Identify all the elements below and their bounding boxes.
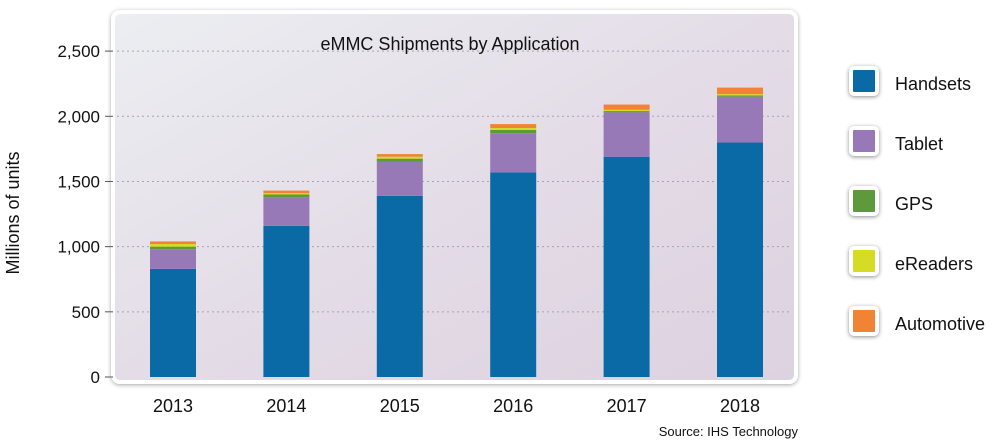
y-tick-label: 2,500 — [57, 42, 100, 61]
y-tick-label: 1,000 — [57, 238, 100, 257]
legend-swatch — [849, 306, 879, 336]
bar-ereaders-2014 — [263, 193, 310, 195]
legend-item-ereaders: eReaders — [845, 240, 1000, 300]
legend-swatch — [849, 126, 879, 156]
bar-handsets-2018 — [717, 142, 763, 377]
legend-swatch — [849, 246, 879, 276]
x-tick-label: 2013 — [153, 396, 193, 416]
x-tick-label: 2015 — [380, 396, 420, 416]
bar-tablet-2013 — [150, 249, 196, 269]
bar-gps-2016 — [490, 129, 537, 134]
bar-handsets-2014 — [263, 225, 310, 377]
bar-gps-2018 — [717, 95, 763, 97]
y-axis-title: Millions of units — [3, 151, 23, 274]
legend-label: Tablet — [895, 134, 944, 154]
chart-title: eMMC Shipments by Application — [320, 34, 579, 54]
bar-tablet-2014 — [263, 197, 310, 226]
legend-label: Handsets — [895, 74, 972, 94]
legend-label: Automotive — [895, 314, 986, 334]
bar-ereaders-2018 — [717, 94, 763, 96]
bar-handsets-2017 — [603, 156, 650, 377]
legend-swatch — [849, 66, 879, 96]
bar-tablet-2016 — [490, 133, 537, 173]
x-tick-label: 2017 — [607, 396, 647, 416]
bar-automotive-2018 — [717, 87, 763, 95]
bars — [150, 87, 763, 377]
legend-swatch — [849, 186, 879, 216]
legend: Handsets Tablet GPS eReaders Automotive — [845, 60, 1000, 360]
legend-item-automotive: Automotive — [845, 300, 1000, 360]
legend-item-gps: GPS — [845, 180, 1000, 240]
bar-ereaders-2016 — [490, 128, 537, 130]
x-tick-label: 2018 — [720, 396, 760, 416]
axis-ticks: 0 500 1,000 1,500 2,000 2,500 2013 2014 2015 2016… — [57, 42, 760, 416]
bar-tablet-2015 — [376, 161, 423, 196]
bar-gps-2013 — [150, 246, 196, 250]
y-tick-label: 500 — [72, 303, 100, 322]
bar-gps-2015 — [376, 158, 423, 162]
bar-handsets-2015 — [376, 195, 423, 377]
bar-handsets-2016 — [490, 172, 537, 377]
y-tick-label: 2,000 — [57, 107, 100, 126]
y-tick-label: 0 — [91, 368, 100, 387]
bar-ereaders-2015 — [376, 156, 423, 159]
legend-item-tablet: Tablet — [845, 120, 1000, 180]
bar-handsets-2013 — [150, 268, 196, 377]
bar-automotive-2014 — [263, 190, 310, 194]
source-note: Source: IHS Technology — [658, 424, 798, 439]
bar-ereaders-2017 — [603, 109, 650, 112]
bar-automotive-2017 — [603, 104, 650, 110]
y-tick-label: 1,500 — [57, 172, 100, 191]
legend-item-handsets: Handsets — [845, 60, 1000, 120]
bar-gps-2014 — [263, 194, 310, 198]
bar-tablet-2017 — [603, 112, 650, 157]
bar-ereaders-2013 — [150, 244, 196, 247]
bar-automotive-2013 — [150, 241, 196, 245]
bar-automotive-2015 — [376, 154, 423, 157]
bar-automotive-2016 — [490, 124, 537, 129]
x-tick-label: 2014 — [266, 396, 306, 416]
x-tick-label: 2016 — [493, 396, 533, 416]
legend-label: GPS — [895, 194, 934, 214]
plot-panel — [111, 10, 798, 384]
bar-tablet-2018 — [717, 96, 763, 143]
bar-gps-2017 — [603, 111, 650, 113]
legend-label: eReaders — [895, 254, 974, 274]
